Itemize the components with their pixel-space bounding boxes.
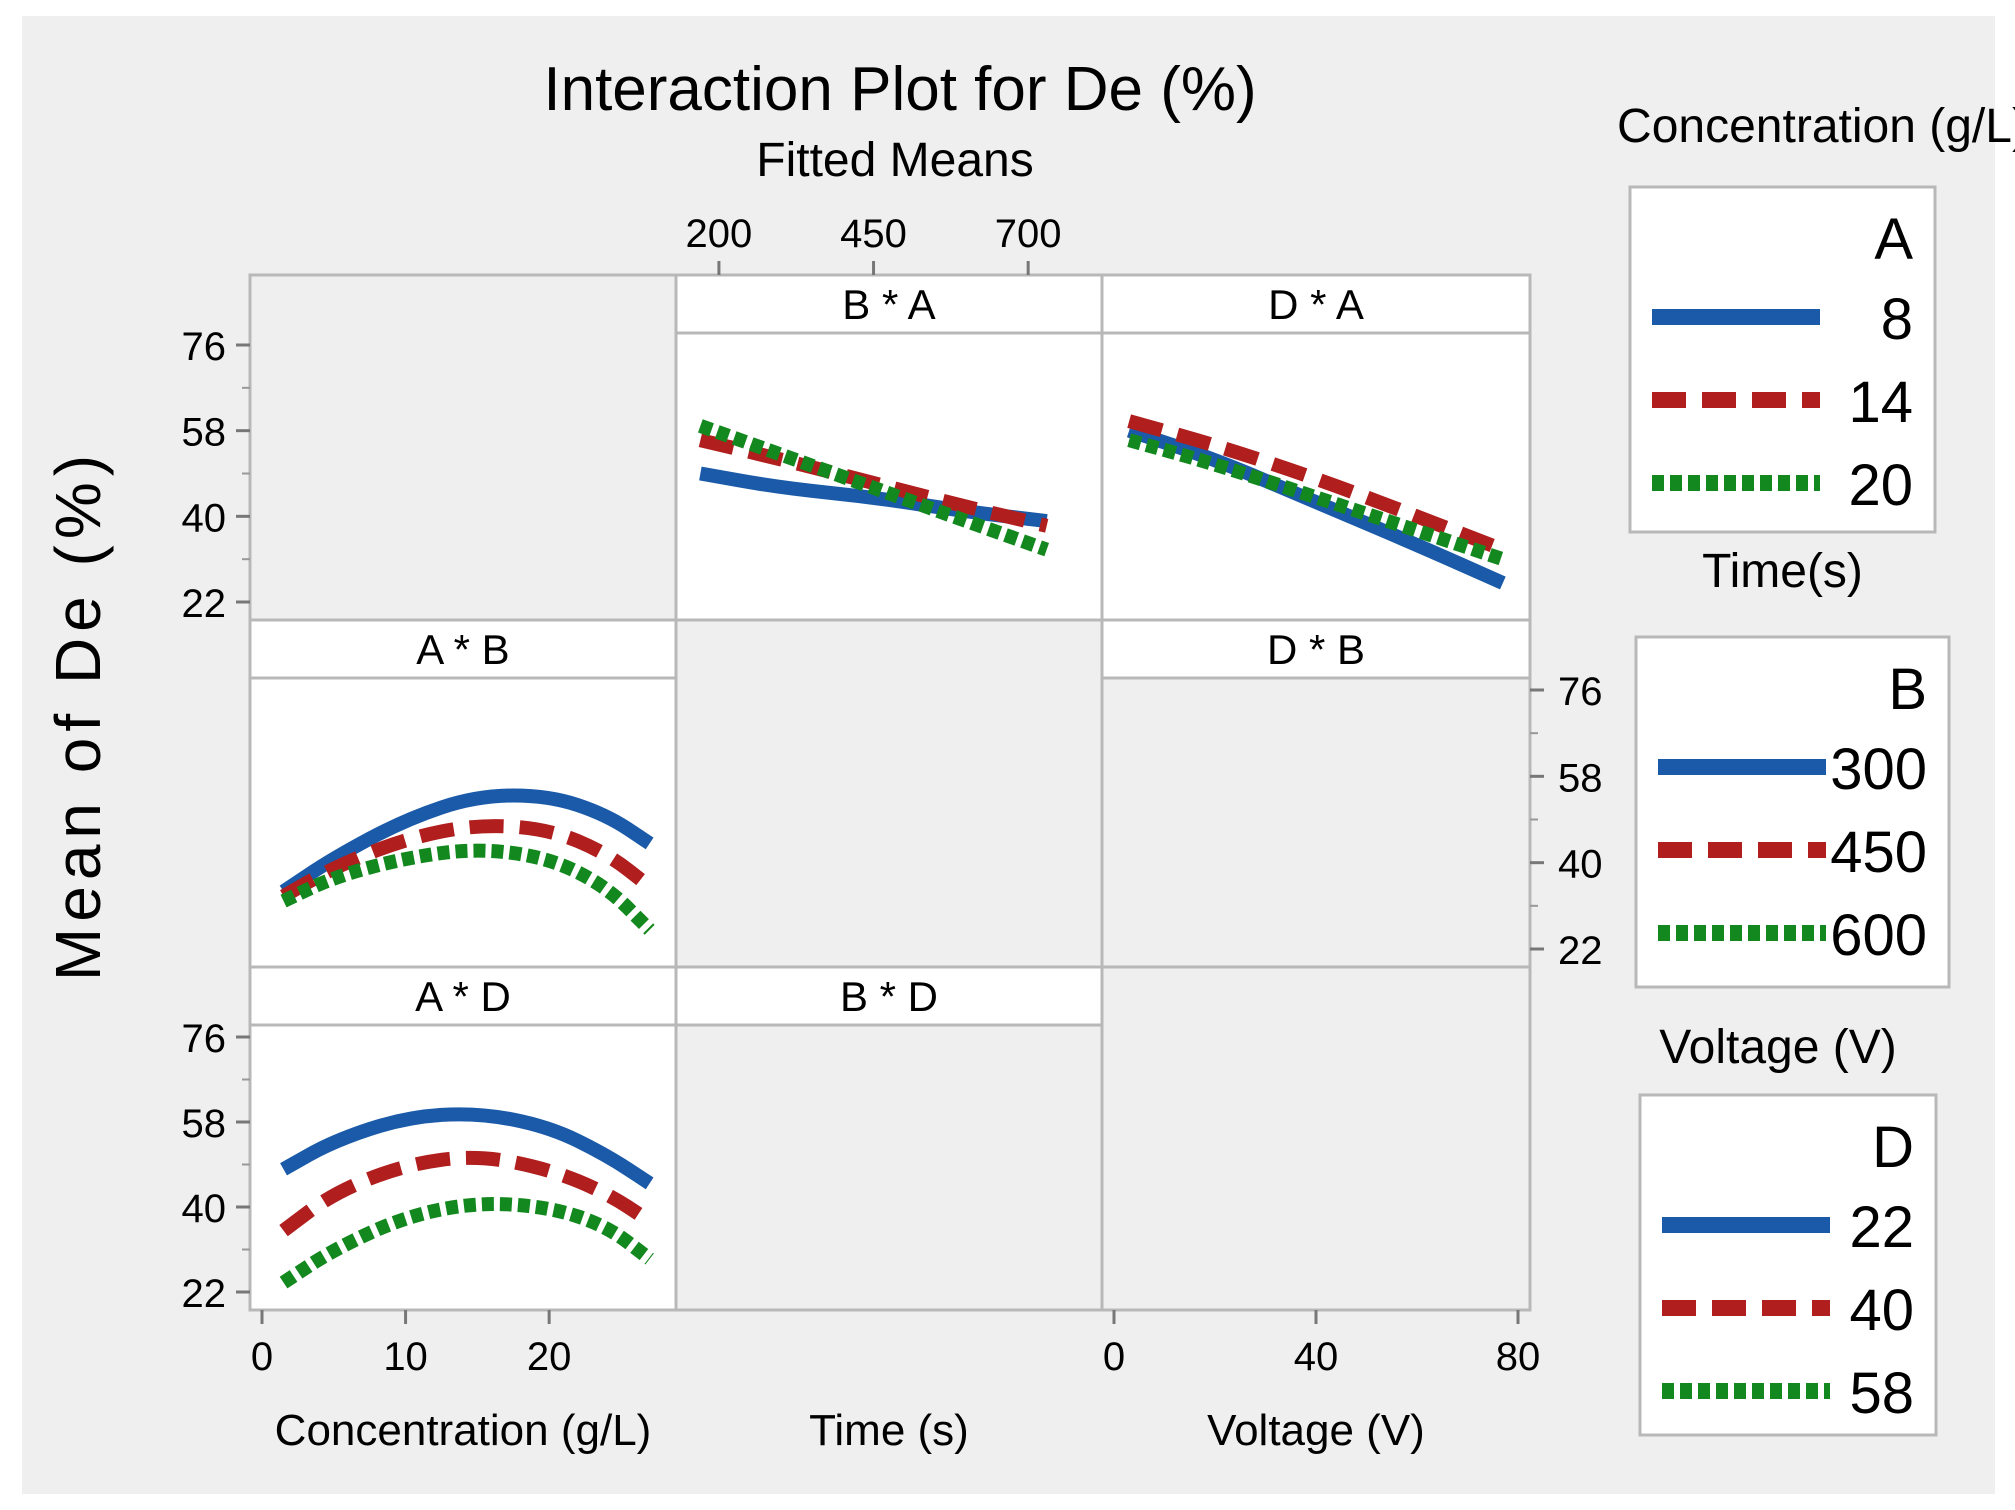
- legend-level: 450: [1830, 820, 1927, 885]
- panel-label: D * B: [1267, 626, 1365, 673]
- chart-title: Interaction Plot for De (%): [543, 55, 1256, 124]
- y-tick-label-right: 58: [1558, 756, 1603, 800]
- series: [279, 414, 1508, 1289]
- panel-strip: [248, 965, 678, 1027]
- panel-label: A * B: [416, 626, 509, 673]
- legend-caption: Time(s): [1702, 545, 1863, 598]
- series-line-ba-20: [698, 419, 1050, 557]
- legend-key: D: [1872, 1115, 1914, 1180]
- series-line-ad-22: [280, 1107, 656, 1190]
- legend-level: 300: [1830, 737, 1927, 802]
- y-tick-label: 76: [182, 1017, 227, 1061]
- x-axis-title: Voltage (V): [1207, 1406, 1425, 1455]
- y-tick-label: 58: [182, 411, 227, 455]
- panel-strip: [1100, 618, 1532, 680]
- panel-label: A * D: [415, 973, 511, 1020]
- panel-strip: [674, 273, 1104, 335]
- panel-plot-area: [248, 1023, 678, 1312]
- x-tick-label: 40: [1294, 1335, 1339, 1379]
- x-tick-label-top: 700: [995, 212, 1062, 256]
- panel-grid: B * A D * A A * B D * B A * D B * D: [248, 273, 1532, 1312]
- series-line-ab-450: [280, 819, 654, 903]
- legend-box: [1638, 1093, 1938, 1437]
- legend-level: 58: [1849, 1361, 1914, 1426]
- legends: Concentration (g/L) A 8 14 20 Time(s) B 300 450 6…: [1617, 100, 2015, 1437]
- y-tick-label: 40: [182, 1187, 227, 1231]
- series-line-da-14: [1127, 414, 1507, 557]
- x-tick-label-top: 200: [686, 212, 753, 256]
- x-tick-label: 10: [383, 1335, 428, 1379]
- series-line-ad-58: [279, 1197, 657, 1289]
- legend-caption: Concentration (g/L): [1617, 100, 2015, 153]
- legend-level: 8: [1881, 287, 1913, 352]
- y-tick-label-right: 40: [1558, 843, 1603, 887]
- series-line-da-20: [1127, 433, 1507, 566]
- legend-key: A: [1874, 207, 1913, 272]
- panel-label: B * D: [840, 973, 938, 1020]
- x-tick-label: 0: [1103, 1335, 1125, 1379]
- x-tick-label: 20: [527, 1335, 572, 1379]
- x-axis-title: Time (s): [809, 1406, 969, 1455]
- series-line-ad-40: [279, 1150, 654, 1237]
- x-axis-title: Concentration (g/L): [275, 1406, 652, 1455]
- panel-plot-area: [674, 331, 1104, 622]
- legend-level: 14: [1848, 370, 1913, 435]
- panel-label: D * A: [1268, 281, 1364, 328]
- legend-level: 40: [1849, 1278, 1914, 1343]
- x-tick-label: 0: [251, 1335, 273, 1379]
- legend-level: 22: [1849, 1195, 1914, 1260]
- y-tick-label: 22: [182, 582, 227, 626]
- y-tick-label-right: 22: [1558, 929, 1603, 973]
- panel-strip: [674, 965, 1104, 1027]
- panel-strip: [1100, 273, 1532, 335]
- y-tick-label: 22: [182, 1272, 227, 1316]
- legend-level: 20: [1848, 453, 1913, 518]
- panel-plot-area: [1100, 331, 1532, 622]
- series-line-ab-600: [280, 843, 655, 935]
- y-tick-label-right: 76: [1558, 670, 1603, 714]
- legend-key: B: [1888, 657, 1927, 722]
- x-tick-label-top: 450: [840, 212, 907, 256]
- y-tick-label: 40: [182, 496, 227, 540]
- chart-subtitle: Fitted Means: [756, 134, 1033, 187]
- series-line-ab-300: [279, 788, 654, 898]
- legend-caption: Voltage (V): [1659, 1021, 1896, 1074]
- y-axis-title: Mean of De (%): [42, 449, 114, 981]
- y-tick-label: 58: [182, 1102, 227, 1146]
- y-tick-label: 76: [182, 325, 227, 369]
- legend-box: [1628, 185, 1937, 534]
- x-tick-label: 80: [1496, 1335, 1541, 1379]
- legend-level: 600: [1830, 903, 1927, 968]
- panel-label: B * A: [842, 281, 935, 328]
